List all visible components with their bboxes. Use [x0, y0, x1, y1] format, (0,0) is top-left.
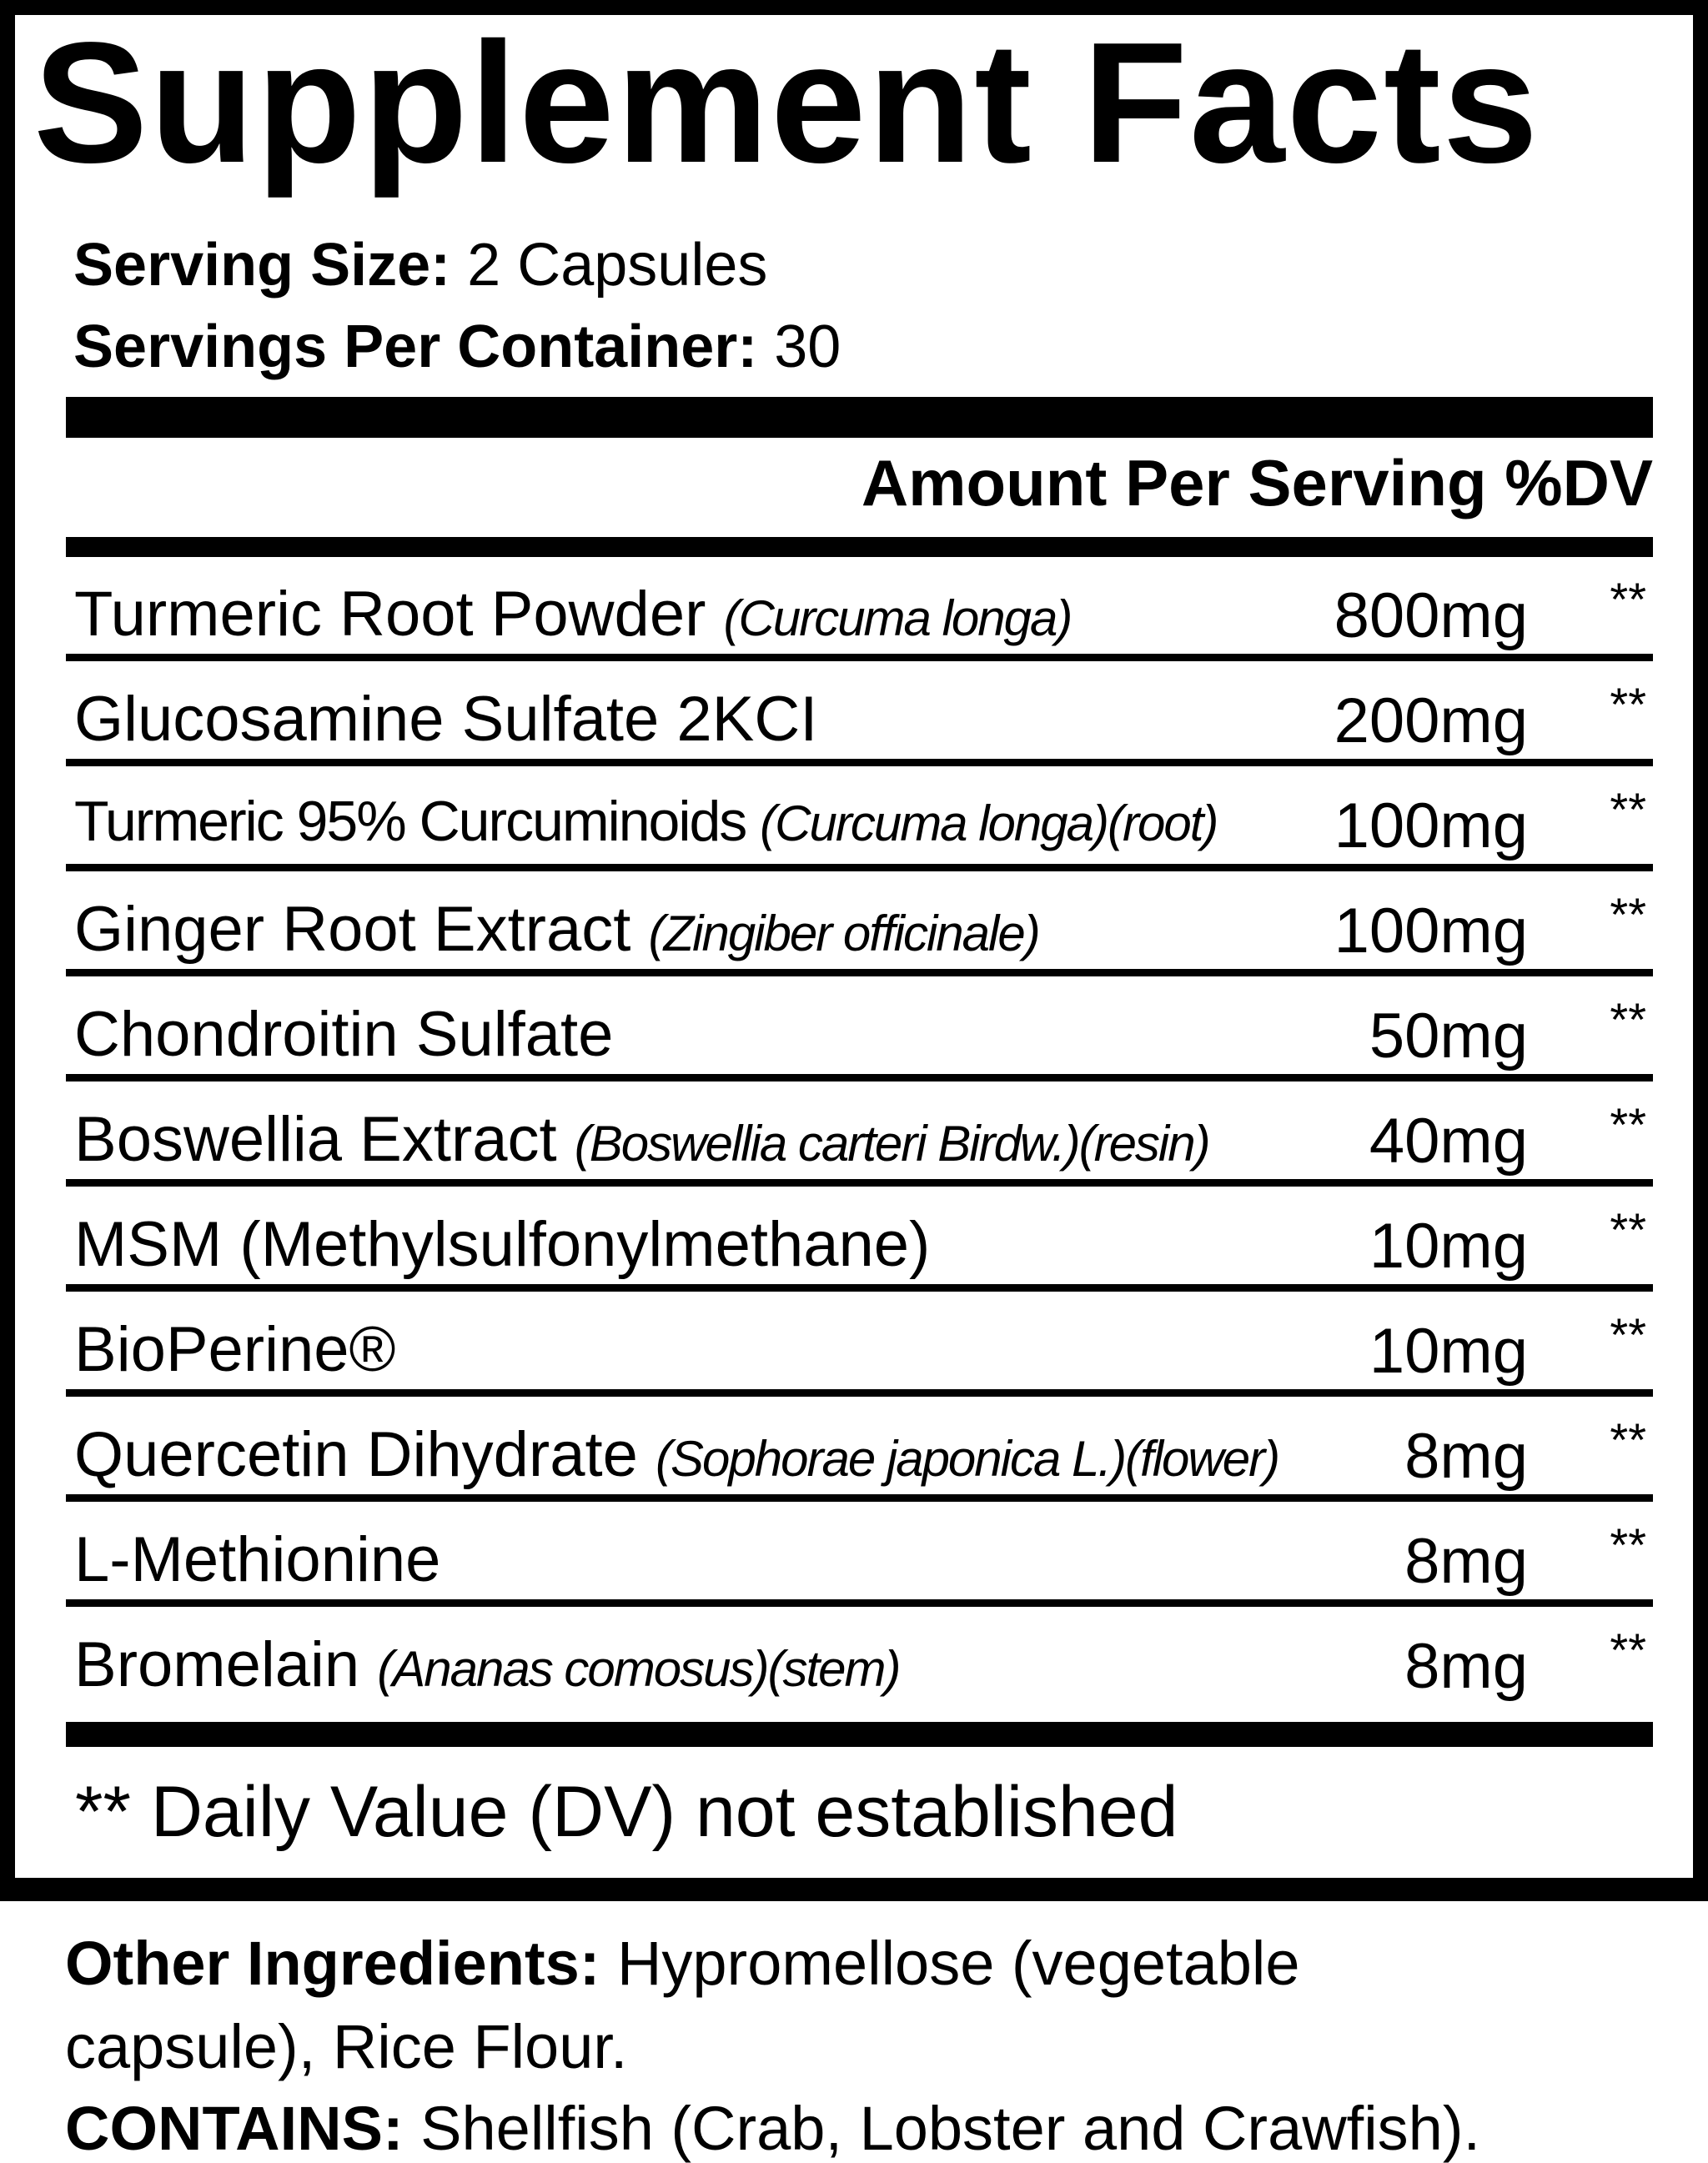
- other-ingredients: Other Ingredients: Hypromellose (vegetab…: [65, 1933, 1299, 1995]
- ingredient-amount: 50mg: [1369, 1001, 1528, 1071]
- row-divider: [66, 1179, 1653, 1187]
- ingredient-name-cell: Bromelain (Ananas comosus)(stem): [74, 1634, 901, 1697]
- ingredient-latin-name: (Zingiber officinale): [648, 906, 1041, 961]
- ingredient-latin-name: (Boswellia carteri Birdw.)(resin): [574, 1116, 1211, 1172]
- header-divider: [66, 537, 1653, 557]
- row-divider: [66, 1284, 1653, 1292]
- ingredient-name: Boswellia Extract: [74, 1104, 575, 1175]
- ingredient-name-cell: L-Methionine: [74, 1528, 440, 1592]
- ingredient-amount: 40mg: [1369, 1106, 1528, 1177]
- row-divider: [66, 654, 1653, 661]
- bottom-divider: [66, 1722, 1653, 1747]
- ingredient-name: L-Methionine: [74, 1524, 441, 1595]
- ingredient-name-cell: Ginger Root Extract (Zingiber officinale…: [74, 898, 1041, 961]
- panel-title: Supplement Facts: [33, 7, 1540, 198]
- ingredient-dv: **: [1610, 888, 1646, 941]
- ingredient-row: Glucosamine Sulfate 2KCI 200mg **: [66, 670, 1653, 766]
- row-divider: [66, 969, 1653, 976]
- ingredient-latin-name: (Ananas comosus)(stem): [377, 1641, 901, 1697]
- ingredient-dv: **: [1610, 1413, 1646, 1466]
- ingredient-name-cell: MSM (Methylsulfonylmethane): [74, 1213, 930, 1277]
- other-ingredients-line1: Hypromellose (vegetable: [600, 1929, 1300, 1998]
- ingredient-row: BioPerine® 10mg **: [66, 1300, 1653, 1397]
- servings-per-container-value: 30: [774, 314, 841, 380]
- ingredient-dv: **: [1610, 1308, 1646, 1361]
- ingredient-name-cell: BioPerine®: [74, 1318, 396, 1382]
- row-divider: [66, 864, 1653, 871]
- other-ingredients-label: Other Ingredients:: [65, 1929, 600, 1998]
- ingredient-dv: **: [1610, 1203, 1646, 1256]
- ingredient-name-cell: Glucosamine Sulfate 2KCI: [74, 688, 817, 751]
- ingredient-row: Turmeric Root Powder (Curcuma longa) 800m…: [66, 565, 1653, 661]
- servings-per-container-label: Servings Per Container:: [73, 314, 758, 380]
- supplement-facts-panel: [0, 0, 1708, 1901]
- row-divider: [66, 759, 1653, 766]
- ingredient-amount: 10mg: [1369, 1316, 1528, 1387]
- ingredient-name-cell: Boswellia Extract (Boswellia carteri Bir…: [74, 1108, 1211, 1172]
- ingredient-amount: 100mg: [1334, 790, 1528, 861]
- ingredient-latin-name: (Sophorae japonica L.)(flower): [656, 1431, 1280, 1487]
- footnote: ** Daily Value (DV) not established: [75, 1772, 1178, 1852]
- ingredient-dv: **: [1610, 783, 1646, 836]
- ingredient-name: Chondroitin Sulfate: [74, 999, 614, 1070]
- ingredient-amount: 800mg: [1334, 580, 1528, 651]
- ingredient-dv: **: [1610, 1518, 1646, 1571]
- ingredient-dv: **: [1610, 678, 1646, 730]
- row-divider: [66, 1389, 1653, 1397]
- serving-size-label: Serving Size:: [73, 232, 451, 299]
- ingredient-name: Bromelain: [74, 1629, 378, 1700]
- ingredient-amount: 8mg: [1404, 1421, 1528, 1492]
- ingredient-name: BioPerine®: [74, 1314, 396, 1385]
- ingredient-dv: **: [1610, 573, 1646, 625]
- ingredient-row: Chondroitin Sulfate 50mg **: [66, 985, 1653, 1082]
- ingredient-row: L-Methionine 8mg **: [66, 1510, 1653, 1607]
- serving-size: Serving Size: 2 Capsules: [73, 235, 767, 295]
- ingredient-name-cell: Turmeric 95% Curcuminoids (Curcuma longa…: [74, 790, 1218, 853]
- ingredient-amount: 10mg: [1369, 1211, 1528, 1282]
- ingredient-row: Turmeric 95% Curcuminoids (Curcuma longa…: [66, 775, 1653, 871]
- serving-size-value: 2 Capsules: [467, 232, 768, 299]
- contains-value: Shellfish (Crab, Lobster and Crawfish).: [403, 2094, 1481, 2163]
- ingredient-dv: **: [1610, 993, 1646, 1046]
- ingredient-amount: 200mg: [1334, 685, 1528, 756]
- ingredient-name: Quercetin Dihydrate: [74, 1419, 656, 1490]
- ingredient-row: Quercetin Dihydrate (Sophorae japonica L…: [66, 1405, 1653, 1502]
- row-divider: [66, 1599, 1653, 1607]
- ingredient-name: Glucosamine Sulfate 2KCI: [74, 684, 818, 755]
- contains-statement: CONTAINS: Shellfish (Crab, Lobster and C…: [65, 2098, 1480, 2160]
- ingredient-dv: **: [1610, 1098, 1646, 1151]
- ingredient-name: MSM (Methylsulfonylmethane): [74, 1209, 931, 1280]
- other-ingredients-cont: capsule), Rice Flour.: [65, 2012, 628, 2081]
- ingredient-dv: **: [1610, 1624, 1646, 1676]
- ingredient-row: MSM (Methylsulfonylmethane) 10mg **: [66, 1195, 1653, 1292]
- row-divider: [66, 1494, 1653, 1502]
- servings-per-container: Servings Per Container: 30: [73, 317, 841, 377]
- ingredient-amount: 8mg: [1404, 1631, 1528, 1702]
- ingredient-name-cell: Chondroitin Sulfate: [74, 1003, 613, 1066]
- ingredient-latin-name: (Curcuma longa): [723, 590, 1073, 646]
- ingredient-name: Ginger Root Extract: [74, 894, 649, 965]
- ingredient-latin-name: (Curcuma longa)(root): [760, 795, 1218, 851]
- ingredient-amount: 8mg: [1404, 1526, 1528, 1597]
- ingredient-row: Bromelain (Ananas comosus)(stem) 8mg **: [66, 1615, 1653, 1712]
- ingredient-amount: 100mg: [1334, 896, 1528, 966]
- column-header: Amount Per Serving %DV: [861, 446, 1653, 519]
- ingredient-name-cell: Quercetin Dihydrate (Sophorae japonica L…: [74, 1423, 1280, 1487]
- ingredient-name: Turmeric Root Powder: [74, 579, 724, 650]
- thick-divider: [66, 397, 1653, 438]
- ingredient-row: Ginger Root Extract (Zingiber officinale…: [66, 880, 1653, 976]
- row-divider: [66, 1074, 1653, 1082]
- ingredient-row: Boswellia Extract (Boswellia carteri Bir…: [66, 1090, 1653, 1187]
- contains-label: CONTAINS:: [65, 2094, 404, 2163]
- ingredient-name-cell: Turmeric Root Powder (Curcuma longa): [74, 583, 1073, 646]
- ingredient-name: Turmeric 95% Curcuminoids: [74, 790, 761, 853]
